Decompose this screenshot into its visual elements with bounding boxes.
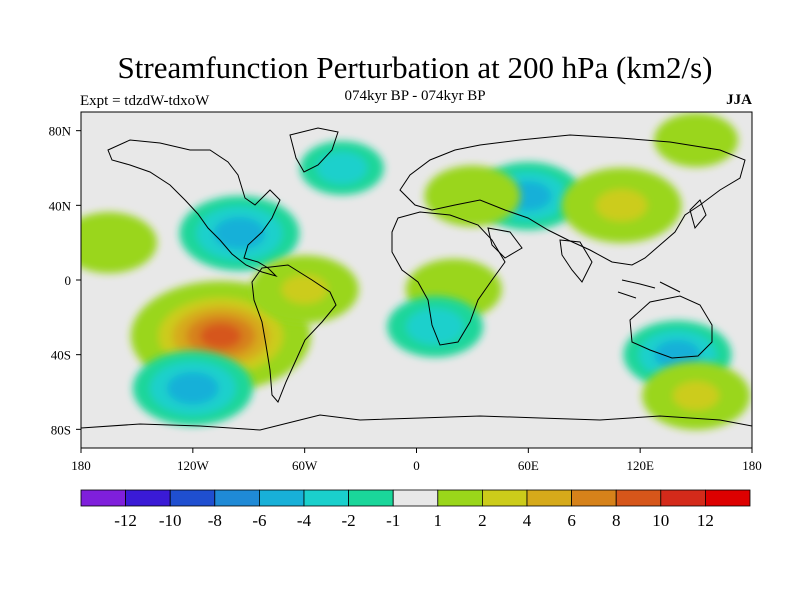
coastlines xyxy=(81,127,752,431)
contour-feature xyxy=(132,350,253,426)
y-tick-label: 80N xyxy=(49,124,72,139)
experiment-label: Expt = tdzdW-tdxoW xyxy=(80,93,210,109)
x-tick-label: 120E xyxy=(626,458,654,473)
contour-feature xyxy=(654,113,739,167)
colorbar-swatch xyxy=(80,489,126,507)
colorbar-swatch xyxy=(169,489,216,507)
x-tick-label: 60W xyxy=(292,458,318,473)
contour-feature xyxy=(179,195,300,271)
colorbar-label: 6 xyxy=(567,511,576,530)
colorbar-label: -4 xyxy=(297,511,312,530)
colorbar-label: -10 xyxy=(159,511,182,530)
colorbar-swatch xyxy=(303,489,349,507)
x-tick-label: 0 xyxy=(413,458,420,473)
y-tick-label: 40S xyxy=(51,348,71,363)
colorbar-swatch xyxy=(258,489,305,507)
colorbar-label: 4 xyxy=(523,511,532,530)
contour-feature xyxy=(424,165,521,227)
y-tick-label: 80S xyxy=(51,422,71,437)
x-tick-label: 120W xyxy=(177,458,210,473)
colorbar: -12 -10 -8 -6 -4 -2 -1 1 2 4 6 8 10 12 xyxy=(80,489,751,530)
colorbar-swatch xyxy=(125,489,171,507)
colorbar-swatch xyxy=(615,489,662,507)
axes: 180 120W 60W 0 60E 120E 180 80N 40N 0 40S 80S xyxy=(49,124,762,473)
x-tick-label: 180 xyxy=(71,458,91,473)
x-tick-label: 180 xyxy=(742,458,762,473)
colorbar-label: -6 xyxy=(252,511,266,530)
colorbar-swatch xyxy=(571,489,617,507)
colorbar-label: 1 xyxy=(434,511,443,530)
contour-feature xyxy=(642,361,751,430)
colorbar-swatch xyxy=(348,489,394,507)
colorbar-swatch xyxy=(214,489,260,507)
contour-feature xyxy=(81,212,157,274)
colorbar-swatch xyxy=(437,489,483,507)
x-tick-label: 60E xyxy=(518,458,539,473)
colorbar-label: -1 xyxy=(386,511,400,530)
contour-feature xyxy=(299,141,384,195)
colorbar-swatch xyxy=(392,489,439,507)
colorbar-label: 8 xyxy=(612,511,621,530)
colorbar-label: -12 xyxy=(114,511,137,530)
contour-feature xyxy=(623,320,732,389)
season-label: JJA xyxy=(726,92,752,108)
colorbar-swatch xyxy=(705,489,751,507)
y-tick-label: 0 xyxy=(65,273,72,288)
plot-subtitle: 074kyr BP - 074kyr BP xyxy=(344,88,486,104)
colorbar-label: -8 xyxy=(208,511,222,530)
colorbar-swatch xyxy=(526,489,572,507)
colorbar-swatch xyxy=(481,489,528,507)
contour-feature xyxy=(387,296,484,358)
colorbar-label: 12 xyxy=(697,511,714,530)
colorbar-label: 2 xyxy=(478,511,487,530)
plot-title: Streamfunction Perturbation at 200 hPa (… xyxy=(117,50,713,85)
y-tick-label: 40N xyxy=(49,198,72,213)
contour-feature xyxy=(250,255,359,324)
contour-feature xyxy=(561,167,682,243)
colorbar-label: 10 xyxy=(652,511,669,530)
colorbar-label: -2 xyxy=(342,511,356,530)
colorbar-swatch xyxy=(660,489,706,507)
